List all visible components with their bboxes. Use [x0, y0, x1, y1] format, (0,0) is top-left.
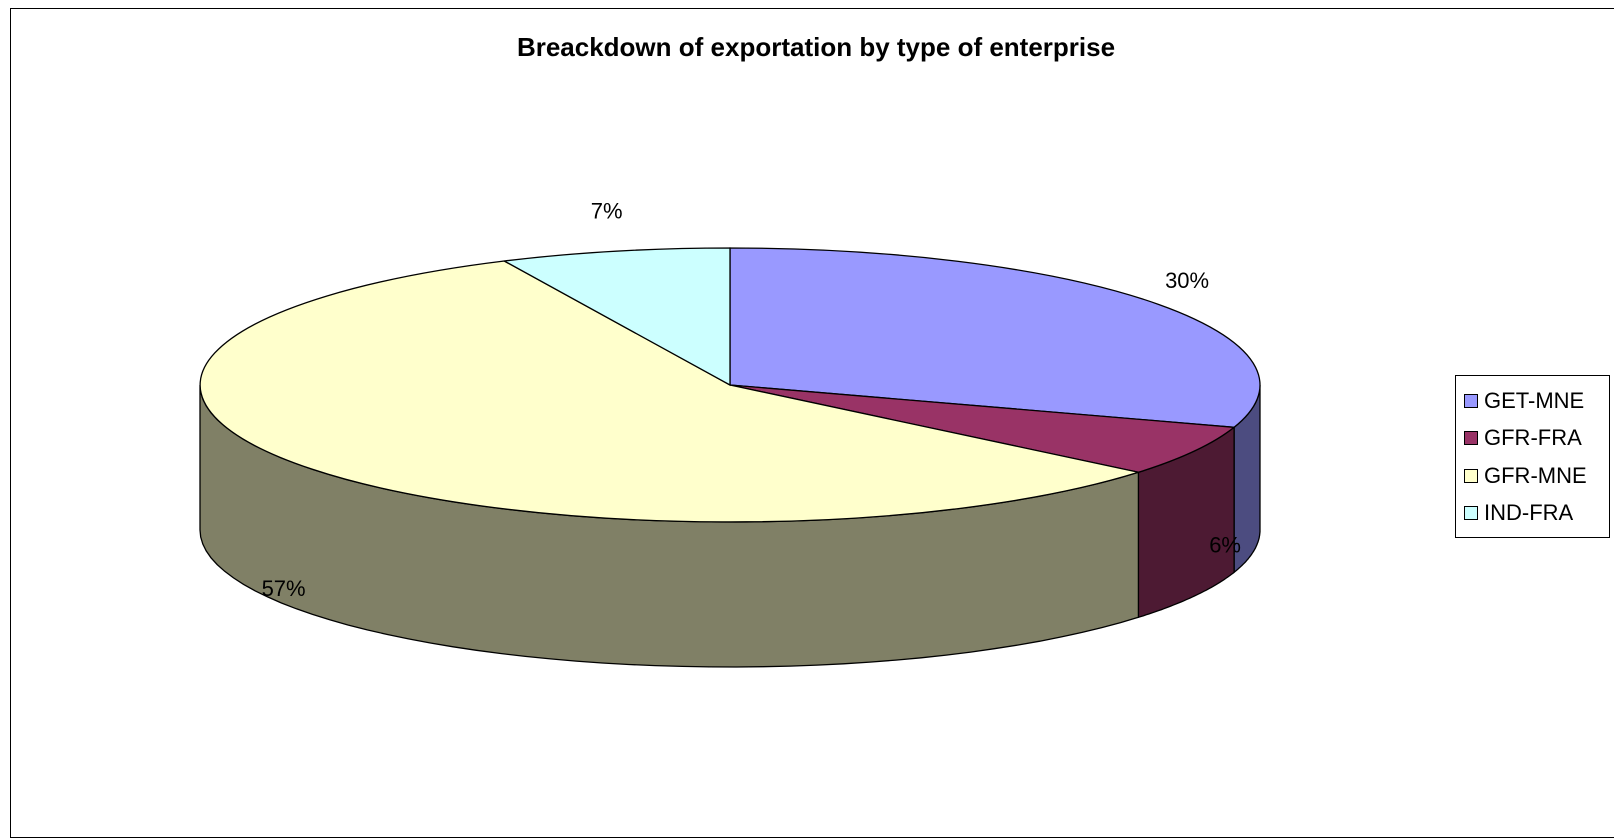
- legend-swatch: [1464, 506, 1478, 521]
- slice-top-gfr-mne: [199, 260, 1141, 523]
- legend-item-get-mne: GET-MNE: [1464, 382, 1609, 420]
- legend-swatch: [1464, 468, 1478, 483]
- legend: GET-MNE GFR-FRA GFR-MNE IND-FRA: [1455, 375, 1610, 538]
- slice-top-gfr-fra: [729, 384, 1236, 473]
- legend-item-gfr-mne: GFR-MNE: [1464, 457, 1609, 495]
- legend-label: IND-FRA: [1484, 500, 1574, 526]
- legend-label: GFR-MNE: [1484, 462, 1587, 488]
- chart-title: Breackdown of exportation by type of ent…: [516, 32, 1116, 62]
- slice-top-ind-fra: [502, 247, 731, 387]
- legend-item-gfr-fra: GFR-FRA: [1464, 420, 1609, 458]
- slice-label-gfr-mne: 57%: [262, 576, 306, 601]
- legend-swatch: [1464, 431, 1478, 446]
- legend-item-ind-fra: IND-FRA: [1464, 495, 1609, 533]
- legend-label: GFR-FRA: [1484, 425, 1582, 451]
- slice-label-get-mne: 30%: [1165, 268, 1209, 293]
- legend-label: GET-MNE: [1484, 387, 1585, 413]
- slice-label-ind-fra: 7%: [591, 198, 623, 223]
- legend-swatch: [1464, 393, 1478, 408]
- slice-top-get-mne: [729, 247, 1261, 428]
- pie-chart: 30% 6% 57% 7%: [199, 198, 1261, 668]
- slice-label-gfr-fra: 6%: [1209, 533, 1241, 558]
